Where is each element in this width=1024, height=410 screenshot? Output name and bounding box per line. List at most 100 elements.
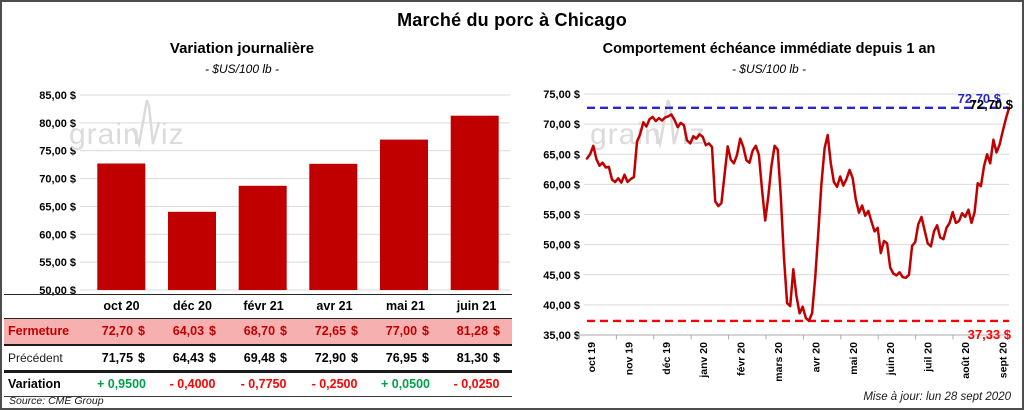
y-tick-label: 55,00 $: [39, 257, 76, 269]
table-cell: 72,70 $: [86, 319, 157, 345]
cell-value: 64,43: [172, 350, 205, 365]
table-row-previous: Précédent 71,75 $64,43 $69,48 $72,90 $76,95 $8…: [4, 345, 512, 372]
column-header: oct 20: [86, 294, 157, 319]
column-header: mai 21: [370, 294, 441, 319]
table-cell: 76,95 $: [370, 345, 441, 372]
cell-value: 76,95: [385, 350, 418, 365]
cell-value: 72,65: [314, 324, 347, 338]
row-label: Fermeture: [8, 324, 70, 338]
row-label: Précédent: [8, 350, 63, 365]
x-tick-label: juin 20: [885, 342, 897, 376]
row-label: Variation: [8, 377, 61, 392]
y-tick-label: 60,00 $: [39, 229, 76, 241]
currency-symbol: $: [493, 324, 500, 338]
table-cell: 81,28 $: [441, 319, 512, 345]
x-tick-label: janv 20: [698, 342, 710, 379]
currency-symbol: $: [209, 324, 216, 338]
x-tick-label: août 20: [960, 342, 972, 379]
cell-value: 72,90: [314, 350, 347, 365]
currency-symbol: $: [280, 324, 287, 338]
column-header: juin 21: [441, 294, 512, 319]
table-row-variation: Variation + 0,9500 - 0,4000 - 0,7750 - 0,250…: [4, 372, 512, 397]
watermark-text-iz: iz: [161, 118, 185, 151]
bar-juin 21: [450, 115, 499, 290]
table-cell: - 0,7750: [240, 377, 287, 392]
ref-line-label: 37,33 $: [968, 327, 1012, 342]
cell-value: 69,48: [243, 350, 276, 365]
bar-oct 20: [97, 163, 146, 290]
table-cell: - 0,4000: [169, 377, 216, 392]
table-cell: 72,65 $: [299, 319, 370, 345]
cell-value: 77,00: [385, 324, 418, 338]
table-cell: + 0,0500: [380, 377, 430, 392]
y-tick-label: 75,00 $: [543, 89, 580, 101]
column-header: févr 21: [228, 294, 299, 319]
table-cell: - 0,2500: [311, 377, 358, 392]
table-cell: 68,70 $: [228, 319, 299, 345]
table-cell: + 0,9500: [96, 377, 146, 392]
bar-mai 21: [380, 139, 428, 290]
table-cell: 71,75 $: [86, 345, 157, 372]
page-title: Marché du porc à Chicago: [397, 10, 627, 30]
cell-value: 68,70: [243, 324, 276, 338]
currency-symbol: $: [138, 350, 145, 365]
y-tick-label: 65,00 $: [543, 149, 580, 161]
table-cell: 69,48 $: [228, 345, 299, 372]
bar-chart: 50,00 $55,00 $60,00 $65,00 $70,00 $75,00…: [39, 90, 510, 297]
bar-chart-title: Variation journalière: [169, 40, 315, 57]
y-tick-label: 70,00 $: [543, 119, 580, 131]
y-tick-label: 40,00 $: [543, 300, 580, 312]
currency-symbol: $: [422, 350, 429, 365]
currency-symbol: $: [422, 324, 429, 338]
watermark-spike-icon: [652, 99, 682, 149]
x-tick-label: mai 20: [848, 342, 860, 375]
x-tick-label: oct 19: [586, 342, 598, 373]
bar-chart-subtitle: - $US/100 lb -: [204, 62, 280, 76]
price-line: [585, 106, 1011, 323]
line-chart-title: Comportement échéance immédiate depuis 1…: [602, 41, 936, 57]
table-cell: 77,00 $: [370, 319, 441, 345]
table-header-row: oct 20 déc 20 févr 21 avr 21 mai 21 juin 21: [4, 294, 512, 319]
x-tick-label: mars 20: [773, 342, 785, 382]
bar-févr 21: [238, 185, 287, 290]
table-cell: 81,30 $: [441, 345, 512, 372]
table-cell: 64,43 $: [157, 345, 228, 372]
y-tick-label: 80,00 $: [39, 118, 76, 130]
watermark-text-grain: grain: [590, 118, 662, 151]
cell-value: 81,30: [456, 350, 489, 365]
y-tick-label: 65,00 $: [39, 201, 76, 213]
x-tick-label: sept 20: [997, 342, 1009, 378]
y-tick-label: 85,00 $: [39, 90, 76, 102]
x-tick-label: nov 19: [623, 342, 635, 375]
table-cell: - 0,0250: [453, 377, 500, 392]
cell-value: 72,70: [101, 324, 134, 338]
x-tick-label: avr 20: [810, 342, 822, 373]
bar-avr 21: [309, 163, 358, 290]
y-tick-label: 35,00 $: [543, 330, 580, 342]
currency-symbol: $: [209, 350, 216, 365]
watermark-text-grain: grain: [69, 118, 141, 151]
line-chart: 35,00 $ 40,00 $ 45,00 $ 50,00 $ 55,00 $ 60,00…: [543, 89, 1014, 382]
y-tick-label: 55,00 $: [543, 210, 580, 222]
table-cell: 64,03 $: [157, 319, 228, 345]
watermark-text-iz: iz: [682, 118, 706, 151]
table-corner: [4, 294, 86, 319]
grainwiz-watermark: grain iz: [69, 99, 185, 151]
source-note: Source: CME Group: [9, 395, 104, 407]
column-header: avr 21: [299, 294, 370, 319]
x-tick-label: juil 20: [923, 342, 935, 373]
currency-symbol: $: [351, 350, 358, 365]
table-cell: 72,90 $: [299, 345, 370, 372]
y-tick-label: 75,00 $: [39, 146, 76, 158]
currency-symbol: $: [280, 350, 287, 365]
y-tick-label: 45,00 $: [543, 270, 580, 282]
table-row-close: Fermeture 72,70 $64,03 $68,70 $72,65 $77,00 $8…: [4, 318, 512, 345]
watermark-spike-icon: [131, 99, 161, 149]
x-tick-label: févr 20: [736, 342, 748, 376]
last-value-label: 72,70 $: [970, 97, 1014, 112]
cell-value: 71,75: [101, 350, 134, 365]
cell-value: 64,03: [172, 324, 205, 338]
ref-line-label: 72,70 $: [958, 91, 1002, 106]
cell-value: 81,28: [456, 324, 489, 338]
